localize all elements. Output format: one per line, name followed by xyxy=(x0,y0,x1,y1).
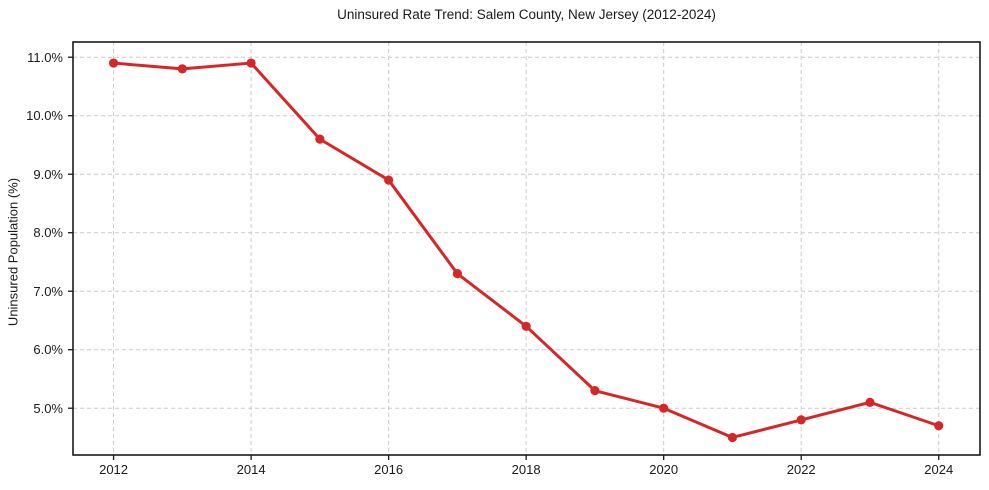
chart-title: Uninsured Rate Trend: Salem County, New … xyxy=(337,7,716,22)
y-tick-label: 9.0% xyxy=(33,166,63,182)
x-tick-label: 2012 xyxy=(99,462,129,477)
data-point-marker xyxy=(246,58,256,68)
y-tick-label: 7.0% xyxy=(33,283,63,299)
y-tick-label: 6.0% xyxy=(33,342,63,358)
data-point-marker xyxy=(865,397,875,407)
data-point-marker xyxy=(659,403,669,413)
x-tick-label: 2014 xyxy=(236,462,266,477)
data-point-marker xyxy=(452,269,462,279)
plot-frame xyxy=(72,41,981,456)
data-point-marker xyxy=(727,432,738,443)
data-point-marker xyxy=(108,58,119,68)
data-point-marker xyxy=(590,386,600,396)
x-tick-label: 2022 xyxy=(786,462,816,477)
y-tick-label: 11.0% xyxy=(27,49,63,65)
y-tick-label: 5.0% xyxy=(33,400,63,416)
x-tick-label: 2024 xyxy=(924,462,954,477)
data-point-marker xyxy=(384,175,394,185)
x-tick-label: 2018 xyxy=(511,462,541,477)
data-point-marker xyxy=(934,421,944,431)
data-point-marker xyxy=(315,134,325,144)
data-point-marker xyxy=(177,64,187,74)
data-point-marker xyxy=(521,321,531,331)
y-tick-label: 10.0% xyxy=(26,108,63,124)
x-tick-label: 2016 xyxy=(374,462,404,477)
x-tick-label: 2020 xyxy=(649,462,679,477)
y-tick-label: 8.0% xyxy=(33,225,63,241)
data-point-marker xyxy=(796,415,806,425)
